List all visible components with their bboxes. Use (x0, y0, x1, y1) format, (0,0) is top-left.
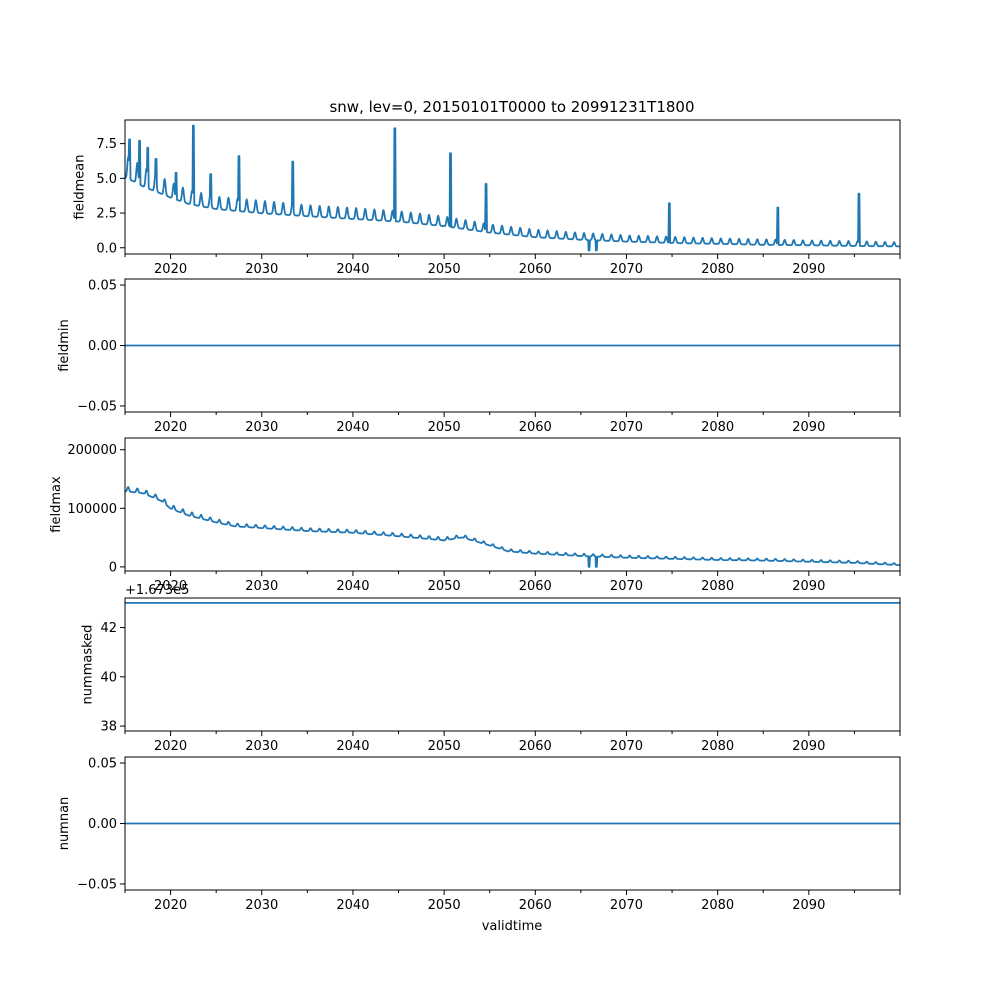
panel-fieldmax: 2020 2030 2040 2050 2060 2070 2080 2090 0 100000 2… (49, 437, 901, 594)
fieldmean-y-tick-label: 7.5 (96, 137, 117, 152)
fieldmax-y-tick-label: 0 (109, 560, 117, 575)
panels: 2020 2030 2040 2050 2060 2070 2080 2090 0.0 2.5 5.… (49, 119, 901, 913)
fieldmax-x-tick-label: 2070 (610, 579, 643, 594)
fieldmin-x-tick-label: 2090 (792, 420, 825, 435)
fieldmean-axes-frame (124, 119, 901, 255)
nummasked-x-tick-label: 2050 (428, 739, 461, 754)
numnan-y-tick-label: 0.05 (88, 757, 117, 772)
fieldmean-x-tick-label: 2070 (610, 262, 643, 277)
chart-title: snw, lev=0, 20150101T0000 to 20991231T18… (329, 98, 694, 116)
nummasked-x-tick-label: 2070 (610, 739, 643, 754)
fieldmean-y-tick-label: 2.5 (96, 207, 117, 222)
nummasked-y-axis-label: nummasked (80, 625, 95, 705)
fieldmin-x-tick-label: 2060 (519, 420, 552, 435)
fieldmin-x-tick-label: 2020 (154, 420, 187, 435)
fieldmean-x-tick-label: 2080 (701, 262, 734, 277)
fieldmean-y-axis-label: fieldmean (73, 155, 88, 220)
fieldmean-x-tick-label: 2090 (792, 262, 825, 277)
nummasked-x-tick-label: 2060 (519, 739, 552, 754)
fieldmax-y-tick-label: 100000 (67, 502, 117, 517)
numnan-x-tick-label: 2090 (792, 898, 825, 913)
fieldmax-axes-frame (124, 437, 901, 572)
numnan-x-tick-label: 2070 (610, 898, 643, 913)
numnan-x-tick-label: 2060 (519, 898, 552, 913)
panel-nummasked: 2020 2030 2040 2050 2060 2070 2080 2090 38 40 42 nu… (80, 583, 901, 754)
nummasked-y-tick-label: 40 (100, 670, 117, 685)
numnan-y-tick-label: 0.00 (88, 817, 117, 832)
numnan-x-tick-label: 2080 (701, 898, 734, 913)
fieldmean-y-tick-label: 5.0 (96, 172, 117, 187)
fieldmin-x-tick-label: 2070 (610, 420, 643, 435)
nummasked-y-tick-label: 38 (100, 720, 117, 735)
panel-fieldmin: 2020 2030 2040 2050 2060 2070 2080 2090 −0.05 0.0… (57, 278, 901, 435)
numnan-y-axis-label: numnan (57, 797, 72, 851)
fieldmean-x-tick-label: 2030 (245, 262, 278, 277)
nummasked-x-tick-label: 2040 (336, 739, 369, 754)
panel-fieldmean: 2020 2030 2040 2050 2060 2070 2080 2090 0.0 2.5 5.… (73, 119, 901, 277)
fieldmax-x-tick-label: 2080 (701, 579, 734, 594)
nummasked-y-tick-label: 42 (100, 621, 117, 636)
fieldmax-x-tick-label: 2060 (519, 579, 552, 594)
x-axis-label: validtime (482, 919, 543, 934)
fieldmin-y-tick-label: −0.05 (77, 399, 117, 414)
fieldmax-x-tick-label: 2020 (154, 579, 187, 594)
nummasked-x-tick-label: 2020 (154, 739, 187, 754)
numnan-x-tick-label: 2040 (336, 898, 369, 913)
fieldmean-x-tick-label: 2050 (428, 262, 461, 277)
fieldmax-x-tick-label: 2090 (792, 579, 825, 594)
fieldmean-x-tick-label: 2060 (519, 262, 552, 277)
panel-numnan: 2020 2030 2040 2050 2060 2070 2080 2090 −0.05 0.0… (57, 756, 901, 913)
fieldmin-x-tick-label: 2030 (245, 420, 278, 435)
fieldmax-x-tick-label: 2050 (428, 579, 461, 594)
fieldmax-x-tick-label: 2030 (245, 579, 278, 594)
fieldmin-y-tick-label: 0.05 (88, 279, 117, 294)
fieldmax-y-tick-label: 200000 (67, 443, 117, 458)
fieldmax-y-axis-label: fieldmax (49, 476, 64, 533)
fieldmin-x-tick-label: 2050 (428, 420, 461, 435)
nummasked-x-tick-label: 2090 (792, 739, 825, 754)
numnan-x-tick-label: 2050 (428, 898, 461, 913)
fieldmin-y-axis-label: fieldmin (57, 319, 72, 372)
fieldmin-y-tick-label: 0.00 (88, 339, 117, 354)
nummasked-axes-frame (124, 597, 901, 732)
fieldmax-x-tick-label: 2040 (336, 579, 369, 594)
fieldmean-x-tick-label: 2020 (154, 262, 187, 277)
numnan-x-tick-label: 2020 (154, 898, 187, 913)
fieldmin-x-tick-label: 2080 (701, 420, 734, 435)
nummasked-offset-label: +1.673e5 (125, 583, 189, 598)
fieldmin-x-tick-label: 2040 (336, 420, 369, 435)
fieldmean-x-tick-label: 2040 (336, 262, 369, 277)
nummasked-x-tick-label: 2080 (701, 739, 734, 754)
fieldmax-series-line (125, 486, 900, 568)
nummasked-x-tick-label: 2030 (245, 739, 278, 754)
numnan-x-tick-label: 2030 (245, 898, 278, 913)
numnan-y-tick-label: −0.05 (77, 877, 117, 892)
fieldmean-y-tick-label: 0.0 (96, 241, 117, 256)
fieldmean-series-line (125, 124, 900, 252)
